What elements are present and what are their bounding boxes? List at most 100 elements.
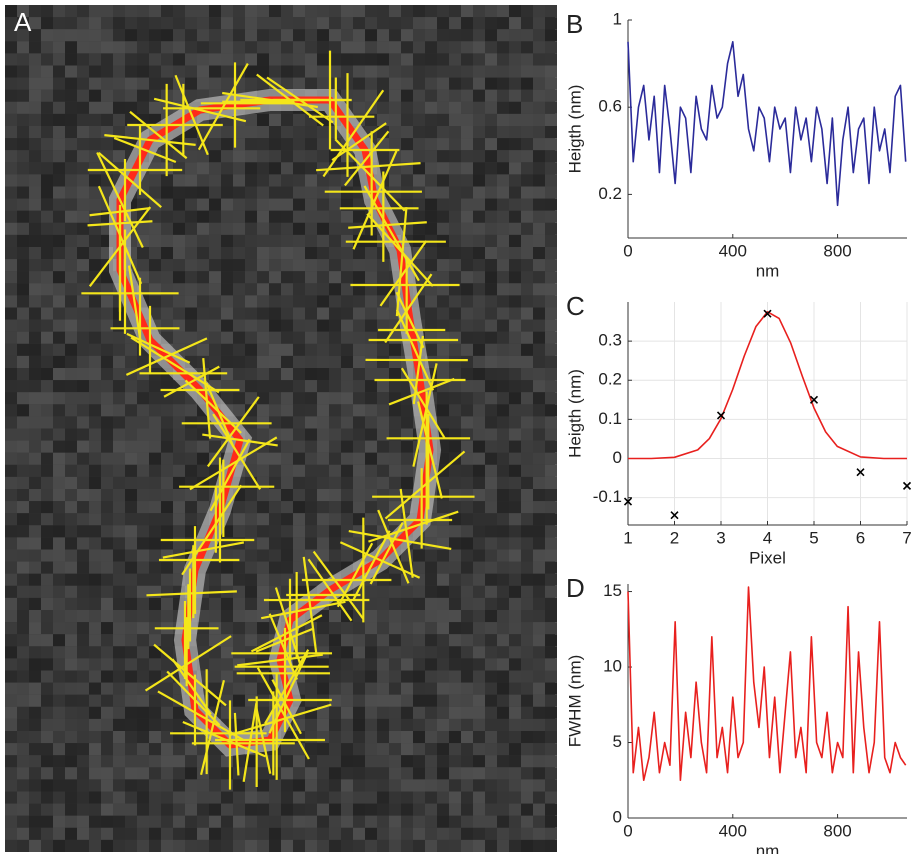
- image-pixel: [41, 610, 53, 622]
- image-pixel: [5, 308, 17, 320]
- image-pixel: [533, 767, 545, 779]
- image-pixel: [29, 525, 41, 537]
- image-pixel: [341, 489, 353, 501]
- image-pixel: [545, 344, 557, 356]
- image-pixel: [209, 162, 221, 174]
- image-pixel: [113, 646, 125, 658]
- image-pixel: [209, 356, 221, 368]
- image-pixel: [293, 562, 305, 574]
- image-pixel: [197, 162, 209, 174]
- image-pixel: [197, 17, 209, 29]
- image-pixel: [521, 17, 533, 29]
- image-pixel: [449, 416, 461, 428]
- image-pixel: [281, 66, 293, 78]
- image-pixel: [521, 477, 533, 489]
- image-pixel: [509, 114, 521, 126]
- image-pixel: [485, 453, 497, 465]
- image-pixel: [425, 90, 437, 102]
- image-pixel: [269, 537, 281, 549]
- image-pixel: [233, 17, 245, 29]
- image-pixel: [473, 187, 485, 199]
- image-pixel: [221, 283, 233, 295]
- image-pixel: [5, 114, 17, 126]
- image-pixel: [53, 707, 65, 719]
- image-pixel: [77, 598, 89, 610]
- image-panel: [5, 5, 557, 852]
- image-pixel: [341, 465, 353, 477]
- image-pixel: [401, 719, 413, 731]
- image-pixel: [521, 707, 533, 719]
- image-pixel: [293, 283, 305, 295]
- image-pixel: [365, 828, 377, 840]
- image-pixel: [173, 404, 185, 416]
- image-pixel: [77, 586, 89, 598]
- image-pixel: [149, 792, 161, 804]
- image-pixel: [29, 719, 41, 731]
- image-pixel: [101, 320, 113, 332]
- image-pixel: [137, 41, 149, 53]
- image-pixel: [65, 804, 77, 816]
- image-pixel: [113, 404, 125, 416]
- image-pixel: [89, 767, 101, 779]
- image-pixel: [5, 586, 17, 598]
- image-pixel: [497, 295, 509, 307]
- image-pixel: [485, 78, 497, 90]
- image-pixel: [293, 380, 305, 392]
- image-pixel: [125, 5, 137, 17]
- image-pixel: [5, 404, 17, 416]
- image-pixel: [545, 162, 557, 174]
- image-pixel: [329, 211, 341, 223]
- image-pixel: [281, 247, 293, 259]
- image-pixel: [173, 719, 185, 731]
- image-pixel: [17, 368, 29, 380]
- image-pixel: [305, 416, 317, 428]
- image-pixel: [317, 634, 329, 646]
- image-pixel: [89, 465, 101, 477]
- image-pixel: [377, 380, 389, 392]
- image-pixel: [101, 429, 113, 441]
- image-pixel: [521, 90, 533, 102]
- image-pixel: [461, 743, 473, 755]
- image-pixel: [521, 150, 533, 162]
- image-pixel: [41, 840, 53, 852]
- image-pixel: [53, 792, 65, 804]
- image-pixel: [425, 695, 437, 707]
- image-pixel: [209, 779, 221, 791]
- image-pixel: [89, 755, 101, 767]
- image-pixel: [545, 477, 557, 489]
- image-pixel: [245, 380, 257, 392]
- image-pixel: [449, 90, 461, 102]
- image-pixel: [161, 513, 173, 525]
- image-pixel: [461, 792, 473, 804]
- image-pixel: [413, 707, 425, 719]
- image-pixel: [281, 53, 293, 65]
- image-pixel: [521, 199, 533, 211]
- image-pixel: [161, 235, 173, 247]
- image-pixel: [53, 295, 65, 307]
- image-pixel: [233, 259, 245, 271]
- image-pixel: [281, 392, 293, 404]
- image-pixel: [509, 755, 521, 767]
- image-pixel: [53, 271, 65, 283]
- image-pixel: [449, 707, 461, 719]
- image-pixel: [497, 779, 509, 791]
- image-pixel: [533, 779, 545, 791]
- image-pixel: [485, 247, 497, 259]
- image-pixel: [149, 598, 161, 610]
- x-tick-label: 4: [763, 528, 772, 547]
- image-pixel: [473, 574, 485, 586]
- image-pixel: [125, 126, 137, 138]
- image-pixel: [65, 29, 77, 41]
- image-pixel: [29, 223, 41, 235]
- image-pixel: [521, 392, 533, 404]
- image-pixel: [53, 658, 65, 670]
- image-pixel: [353, 17, 365, 29]
- image-pixel: [449, 356, 461, 368]
- image-pixel: [245, 114, 257, 126]
- image-pixel: [233, 840, 245, 852]
- image-pixel: [473, 211, 485, 223]
- image-pixel: [41, 223, 53, 235]
- image-pixel: [473, 816, 485, 828]
- image-pixel: [449, 29, 461, 41]
